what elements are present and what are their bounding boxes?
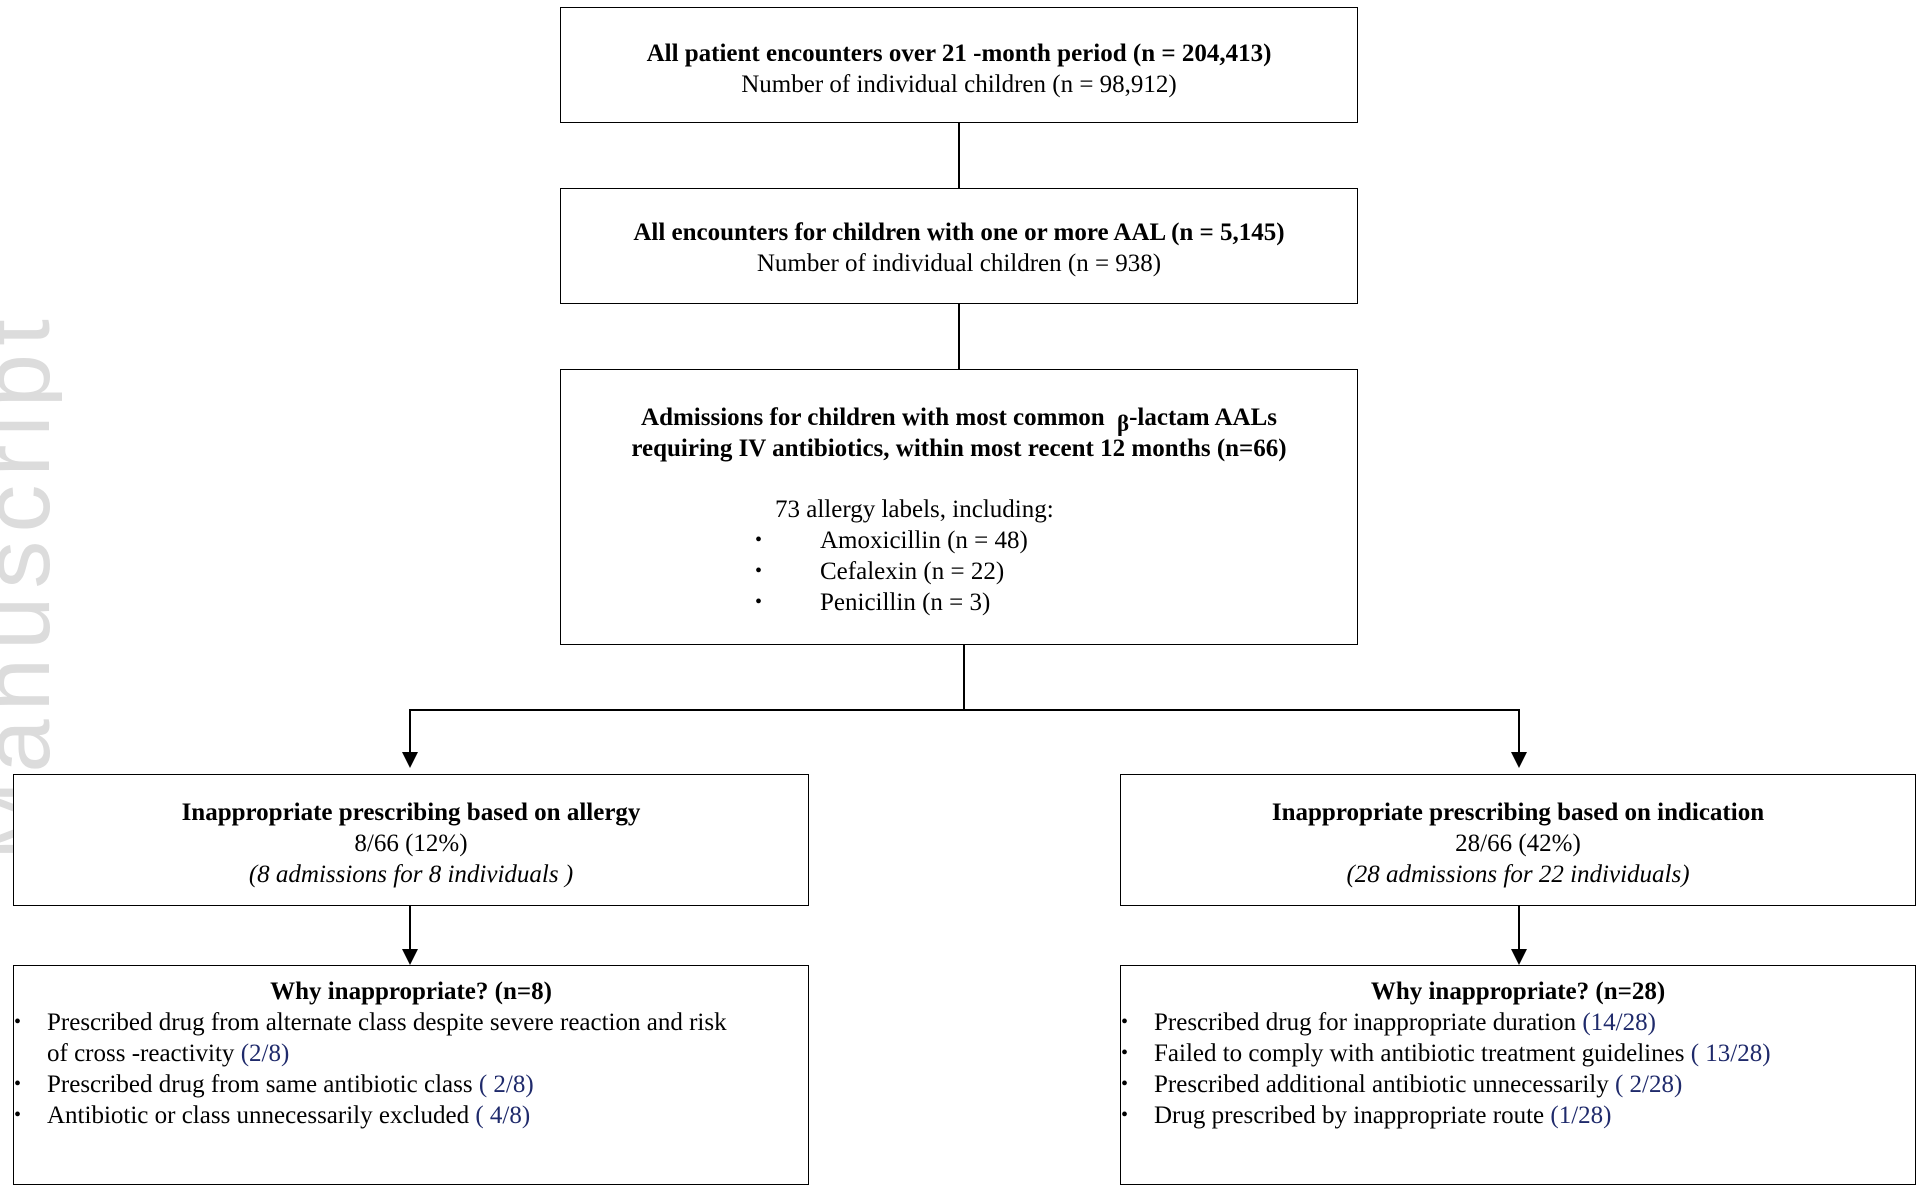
connector-right-drop <box>1518 709 1520 753</box>
list-item: Amoxicillin (n = 48) <box>755 525 1054 556</box>
why-allergy-list: Prescribed drug from alternate class des… <box>14 1007 748 1131</box>
reason-text: Failed to comply with antibiotic treatme… <box>1154 1040 1691 1067</box>
allergy-ratio: 8/66 (12%) <box>354 830 468 857</box>
why-indication-list: Prescribed drug for inappropriate durati… <box>1121 1007 1915 1131</box>
title-line1-post: -lactam AALs <box>1129 404 1277 431</box>
list-item: Failed to comply with antibiotic treatme… <box>1099 1038 1915 1069</box>
box-why-indication: Why inappropriate? (n=28) Prescribed dru… <box>1120 965 1916 1185</box>
title-line2: requiring IV antibiotics, within most re… <box>631 435 1287 462</box>
box-admissions-title: Admissions for children with most common… <box>561 370 1357 464</box>
list-item: Penicillin (n = 3) <box>755 587 1054 618</box>
allergy-note: (8 admissions for 8 individuals ) <box>248 861 574 888</box>
box-all-encounters-sub: Number of individual children (n = 98,91… <box>741 71 1177 98</box>
connector-left-lower <box>409 906 411 950</box>
arrow-right-down <box>1511 752 1527 768</box>
reason-text: Drug prescribed by inappropriate route <box>1154 1102 1551 1129</box>
reason-count: (14/28) <box>1582 1009 1656 1036</box>
reason-text: Prescribed additional antibiotic unneces… <box>1154 1071 1615 1098</box>
list-item: Prescribed drug from same antibiotic cla… <box>0 1069 748 1100</box>
list-item: Antibiotic or class unnecessarily exclud… <box>0 1100 748 1131</box>
reason-count: (2/8) <box>240 1040 290 1067</box>
reason-count: ( 2/28) <box>1614 1071 1683 1098</box>
reason-text: Antibiotic or class unnecessarily exclud… <box>47 1102 476 1129</box>
indication-ratio: 28/66 (42%) <box>1455 830 1581 857</box>
beta-symbol: β <box>1116 411 1130 436</box>
box-why-allergy: Why inappropriate? (n=8) Prescribed drug… <box>13 965 809 1185</box>
indication-note: (28 admissions for 22 individuals) <box>1346 861 1690 888</box>
reason-count: ( 13/28) <box>1690 1040 1771 1067</box>
arrow-right-lower <box>1511 949 1527 965</box>
box-allergy-prescribing: Inappropriate prescribing based on aller… <box>13 774 809 906</box>
box-all-encounters: All patient encounters over 21 -month pe… <box>560 7 1358 123</box>
reason-text: Prescribed drug from same antibiotic cla… <box>47 1071 479 1098</box>
list-item: Prescribed additional antibiotic unneces… <box>1099 1069 1915 1100</box>
reason-count: (1/28) <box>1550 1102 1612 1129</box>
connector-right-lower <box>1518 906 1520 950</box>
reason-text: Prescribed drug from alternate class des… <box>47 1009 727 1067</box>
arrow-left-down <box>402 752 418 768</box>
box-admissions: Admissions for children with most common… <box>560 369 1358 645</box>
list-item: Cefalexin (n = 22) <box>755 556 1054 587</box>
allergy-labels-intro: 73 allergy labels, including: <box>775 496 1054 523</box>
title-line1-pre: Admissions for children with most common <box>641 404 1105 431</box>
allergy-labels: 73 allergy labels, including: Amoxicilli… <box>755 494 1054 618</box>
reason-count: ( 4/8) <box>475 1102 531 1129</box>
connector-1-2 <box>958 123 960 188</box>
reason-text: Prescribed drug for inappropriate durati… <box>1154 1009 1583 1036</box>
why-allergy-title: Why inappropriate? (n=8) <box>270 978 552 1005</box>
box-aal-encounters-sub: Number of individual children (n = 938) <box>756 250 1162 277</box>
indication-title: Inappropriate prescribing based on indic… <box>1271 799 1765 826</box>
why-indication-title: Why inappropriate? (n=28) <box>1370 978 1666 1005</box>
connector-left-drop <box>409 709 411 753</box>
arrow-left-lower <box>402 949 418 965</box>
box-aal-encounters-title: All encounters for children with one or … <box>633 219 1285 246</box>
box-aal-encounters: All encounters for children with one or … <box>560 188 1358 304</box>
box-indication-prescribing: Inappropriate prescribing based on indic… <box>1120 774 1916 906</box>
connector-3-down <box>963 645 965 710</box>
connector-horizontal <box>409 709 1519 711</box>
connector-2-3 <box>958 304 960 369</box>
list-item: Prescribed drug from alternate class des… <box>0 1007 748 1069</box>
allergy-title: Inappropriate prescribing based on aller… <box>181 799 641 826</box>
list-item: Drug prescribed by inappropriate route (… <box>1099 1100 1915 1131</box>
list-item: Prescribed drug for inappropriate durati… <box>1099 1007 1915 1038</box>
allergy-label-list: Amoxicillin (n = 48) Cefalexin (n = 22) … <box>755 525 1054 618</box>
reason-count: ( 2/8) <box>478 1071 534 1098</box>
box-all-encounters-title: All patient encounters over 21 -month pe… <box>646 40 1272 67</box>
